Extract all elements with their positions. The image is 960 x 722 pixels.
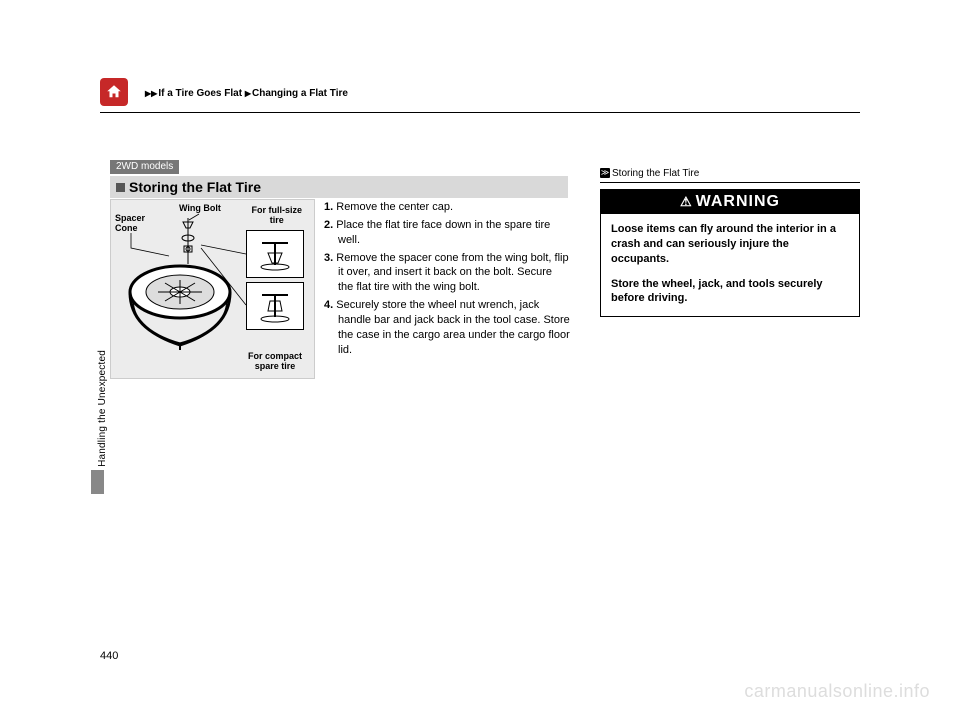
warning-icon: ⚠: [680, 194, 693, 209]
top-rule: [100, 112, 860, 113]
step-item: 2. Place the flat tire face down in the …: [324, 218, 570, 248]
warning-heading: ⚠WARNING: [601, 190, 859, 214]
reference-heading: ≫Storing the Flat Tire: [600, 168, 860, 183]
step-item: 1. Remove the center cap.: [324, 200, 570, 215]
warning-p1: Loose items can fly around the interior …: [611, 222, 849, 267]
steps-list: 1. Remove the center cap. 2. Place the f…: [324, 200, 570, 360]
breadcrumb-l1: If a Tire Goes Flat: [158, 88, 242, 99]
side-tab: [91, 470, 104, 494]
label-compact: For compact spare tire: [248, 352, 302, 372]
breadcrumb: ▶▶If a Tire Goes Flat ▶Changing a Flat T…: [145, 88, 348, 99]
breadcrumb-l2: Changing a Flat Tire: [252, 88, 348, 99]
tire-icon: [125, 250, 235, 370]
right-column: ≫Storing the Flat Tire ⚠WARNING Loose it…: [600, 168, 860, 317]
info-icon: ≫: [600, 168, 610, 178]
label-wing-bolt: Wing Bolt: [179, 204, 221, 214]
callout-full-size: [246, 230, 304, 278]
page-number: 440: [100, 650, 118, 662]
watermark: carmanualsonline.info: [744, 681, 930, 702]
label-full-size: For full-size tire: [251, 206, 302, 226]
step-item: 3. Remove the spacer cone from the wing …: [324, 251, 570, 296]
model-tag: 2WD models: [110, 160, 179, 174]
warning-box: ⚠WARNING Loose items can fly around the …: [600, 189, 860, 317]
callout-compact: [246, 282, 304, 330]
side-section-label: Handling the Unexpected: [97, 350, 108, 467]
home-icon[interactable]: [100, 78, 128, 106]
warning-body: Loose items can fly around the interior …: [601, 214, 859, 316]
step-item: 4. Securely store the wheel nut wrench, …: [324, 298, 570, 357]
tire-diagram: Wing Bolt Spacer Cone For full-size tire…: [110, 199, 315, 379]
section-heading: Storing the Flat Tire: [110, 176, 568, 198]
label-spacer-cone: Spacer Cone: [115, 214, 145, 234]
warning-p2: Store the wheel, jack, and tools securel…: [611, 277, 849, 307]
ref-title: Storing the Flat Tire: [612, 168, 699, 179]
section-title: Storing the Flat Tire: [129, 179, 261, 195]
